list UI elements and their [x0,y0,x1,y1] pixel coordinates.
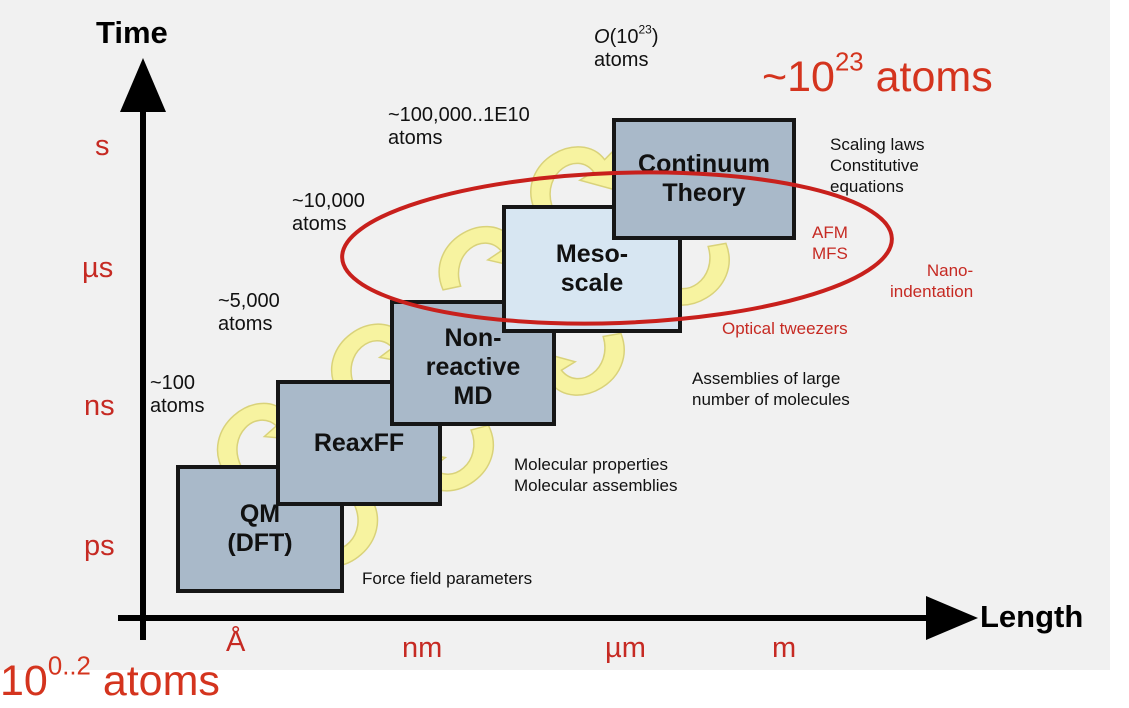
atoms-o1023-label: O(1023) atoms [594,23,659,72]
atoms-1023-overlay: ~1023 atoms [762,49,993,101]
box-md-line2: reactive [425,352,521,381]
box-qm-line2: (DFT) [227,529,293,557]
nano-line2: indentation [890,282,974,301]
overlay-top-exponent: 23 [834,48,864,77]
atoms-10000-line2: atoms [292,213,347,235]
y-axis-title: Time [96,15,168,50]
scaling-laws-note: Scaling laws Constitutive equations [830,134,925,197]
scaling-line2: Constitutive [830,156,919,175]
atoms-o1023-line1: O(1023) [594,23,659,49]
atoms-o1023-line2: atoms [594,49,649,71]
o-suffix: ) [651,26,659,48]
y-tick-s: s [95,130,110,162]
atoms-1e10-line1: ~100,000..1E10 [388,104,530,126]
atoms-5000-line1: ~5,000 [218,290,280,312]
o-notation: O [594,26,610,48]
nano-indentation-note: Nano- indentation [890,260,973,302]
x-tick-m: m [772,632,797,664]
y-axis [120,58,166,640]
box-meso-line1: Meso- [555,240,629,268]
afm-mfs-note: AFM MFS [812,222,848,264]
atoms-100-label: ~100 atoms [150,372,204,418]
atoms-10000-label: ~10,000 atoms [292,190,365,236]
optical-tweezers-note: Optical tweezers [722,319,848,338]
molecular-properties-line2: Molecular assemblies [514,476,678,495]
x-tick-nm: nm [402,632,443,664]
assemblies-note: Assemblies of large number of molecules [692,368,850,410]
o-base: (10 [609,26,639,48]
y-tick-ps: ps [84,530,115,562]
atoms-1e10-label: ~100,000..1E10 atoms [388,104,530,150]
assemblies-line2: number of molecules [692,390,850,409]
x-tick-angstrom: Å [226,626,246,658]
atoms-5000-line2: atoms [218,313,273,335]
o-exponent: 23 [638,22,652,37]
highlight-ellipse [340,170,894,326]
nano-line1: Nano- [926,261,974,280]
overlay-bottom-suffix: atoms [90,657,220,705]
molecular-properties-note: Molecular properties Molecular assemblie… [514,454,677,496]
box-cont-line2: Theory [662,179,746,207]
x-tick-um: µm [605,632,646,664]
y-tick-ns: ns [84,390,115,422]
molecular-properties-line1: Molecular properties [514,455,669,474]
x-axis-title: Length [980,599,1084,634]
scaling-line1: Scaling laws [830,135,925,154]
box-reaxff-label: ReaxFF [313,428,405,457]
atoms-5000-label: ~5,000 atoms [218,290,280,336]
scaling-line3: equations [830,177,904,196]
atoms-100-line1: ~100 [150,372,196,394]
overlay-bottom-exponent: 0..2 [47,652,91,681]
box-meso-line2: scale [560,269,624,297]
assemblies-line1: Assemblies of large [692,369,841,388]
y-tick-us: µs [82,252,114,284]
atoms-100-2-overlay: 100..2 atoms [0,653,220,705]
overlay-bottom-base: 10 [0,657,48,705]
afm-label: AFM [812,223,848,242]
box-md-line3: MD [453,381,493,410]
atoms-100-line2: atoms [150,395,205,417]
box-md-line1: Non- [444,323,502,352]
x-axis [118,596,978,640]
overlay-top-prefix: ~10 [762,53,835,101]
overlay-top-suffix: atoms [863,53,993,101]
force-field-note: Force field parameters [362,569,533,588]
atoms-10000-line1: ~10,000 [292,190,365,212]
box-qm-line1: QM [239,500,281,528]
atoms-1e10-line2: atoms [388,127,443,149]
mfs-label: MFS [812,244,848,263]
